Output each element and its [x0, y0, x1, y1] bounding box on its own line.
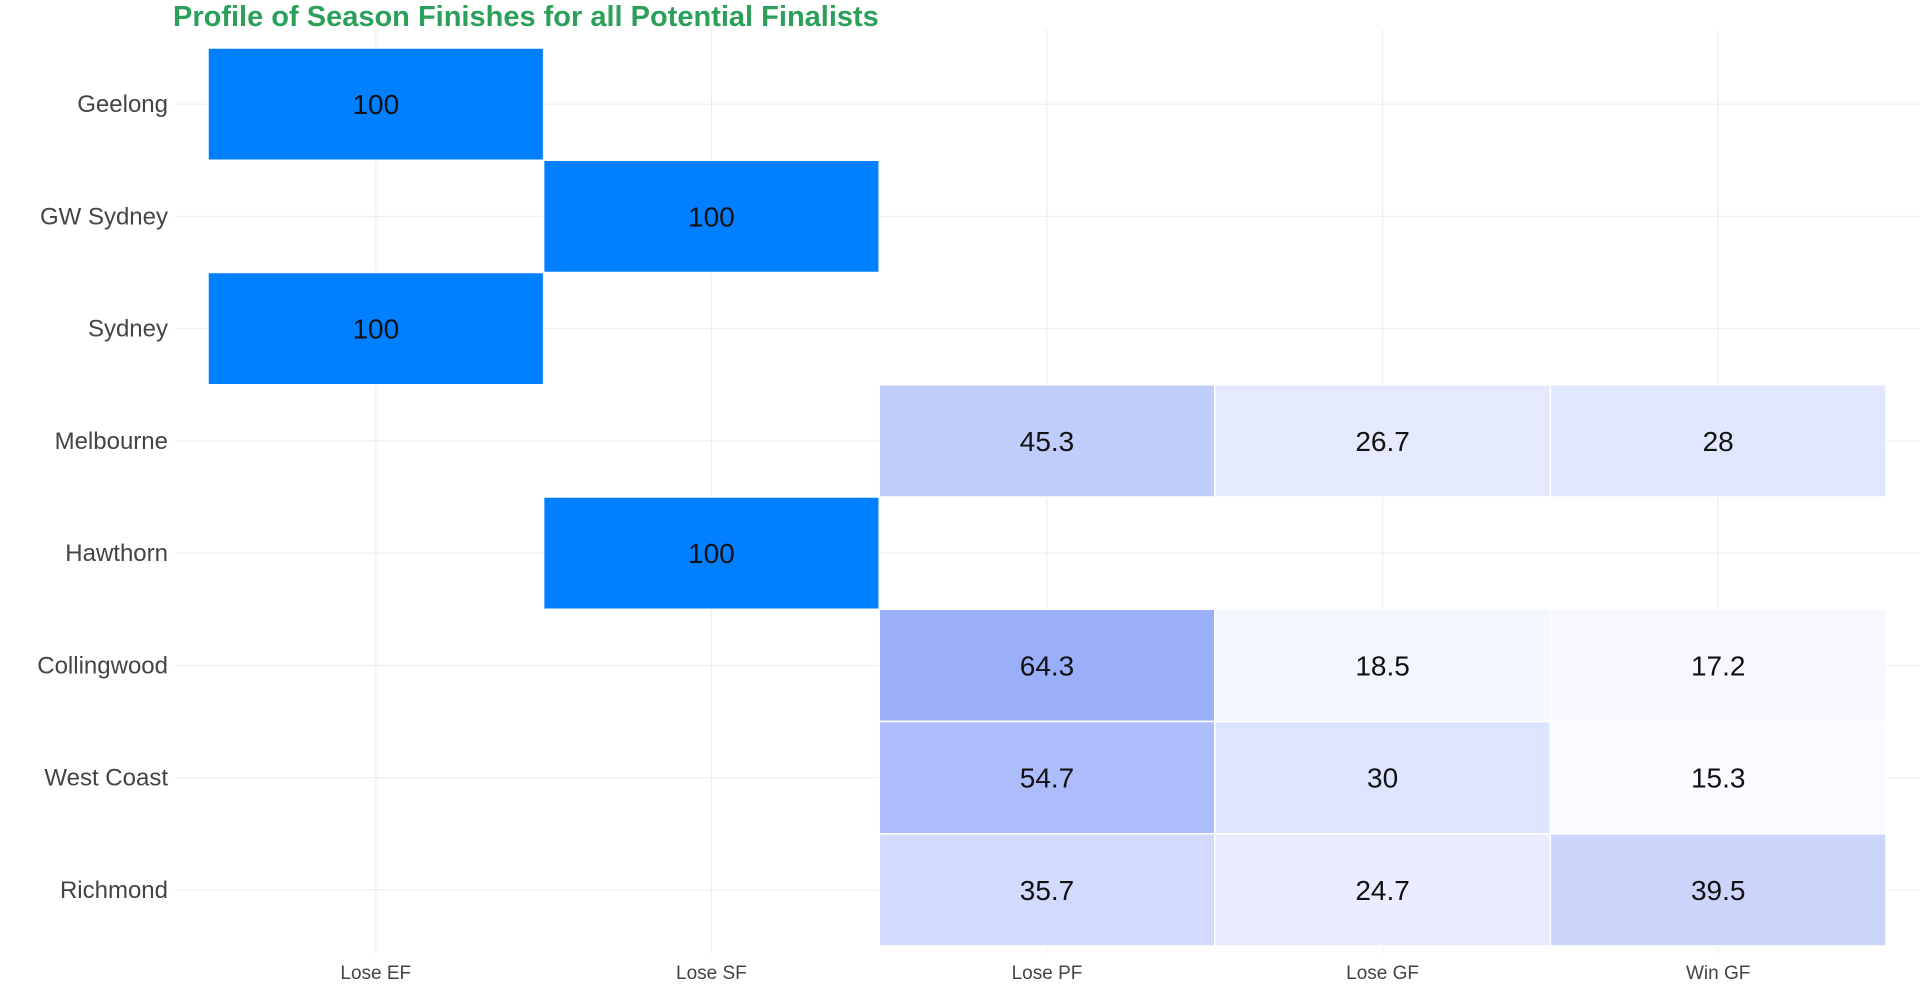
heatmap-cell-richmond-lose-gf — [1214, 833, 1552, 947]
heatmap-cell-richmond-lose-pf — [878, 833, 1216, 947]
y-tick-label-gw-sydney: GW Sydney — [40, 203, 168, 230]
heatmap-cell-geelong-lose-ef — [207, 47, 545, 161]
cell-value-label-geelong-lose-ef: 100 — [352, 89, 399, 120]
x-tick-label-lose-sf: Lose SF — [676, 963, 747, 984]
heatmap-cell-west-coast-lose-gf — [1214, 720, 1552, 835]
x-tick-label-lose-ef: Lose EF — [340, 963, 411, 984]
cell-value-label-collingwood-lose-pf: 64.3 — [1020, 650, 1075, 681]
heatmap-cell-sydney-lose-ef — [207, 271, 545, 386]
y-axis: Geelong GW Sydney Sydney Melbourne Hawthorn C… — [37, 91, 168, 904]
heatmap-cell-collingwood-win-gf — [1549, 608, 1887, 723]
y-tick-label-hawthorn: Hawthorn — [65, 540, 168, 567]
y-tick-label-west-coast: West Coast — [44, 765, 168, 792]
cell-value-label-west-coast-win-gf: 15.3 — [1691, 763, 1746, 794]
heatmap-cell-melbourne-win-gf — [1549, 384, 1887, 498]
heatmap-cell-collingwood-lose-gf — [1214, 608, 1552, 723]
y-tick-label-melbourne: Melbourne — [55, 428, 168, 455]
heatmap-cell-gw-sydney-lose-sf — [542, 159, 880, 274]
y-tick-label-richmond: Richmond — [60, 877, 168, 904]
heatmap-cell-melbourne-lose-gf — [1214, 384, 1552, 498]
cell-value-label-richmond-win-gf: 39.5 — [1691, 875, 1746, 906]
cell-labels: 100 100 100 45.3 26.7 28 100 64.3 18.5 17.2 54.7 30… — [352, 89, 1745, 906]
x-axis: Lose EF Lose SF Lose PF Lose GF Win GF — [340, 963, 1750, 984]
cell-value-label-gw-sydney-lose-sf: 100 — [688, 201, 735, 232]
y-tick-label-collingwood: Collingwood — [37, 652, 168, 679]
cell-value-label-richmond-lose-gf: 24.7 — [1355, 875, 1410, 906]
cell-value-label-melbourne-win-gf: 28 — [1703, 426, 1734, 457]
x-tick-label-lose-pf: Lose PF — [1012, 963, 1083, 984]
cell-value-label-west-coast-lose-gf: 30 — [1367, 763, 1398, 794]
cell-value-label-melbourne-lose-pf: 45.3 — [1020, 426, 1075, 457]
y-tick-label-geelong: Geelong — [77, 91, 168, 118]
heatmap-cells — [207, 47, 1887, 947]
cell-value-label-richmond-lose-pf: 35.7 — [1020, 875, 1075, 906]
heatmap-cell-west-coast-win-gf — [1549, 720, 1887, 835]
heatmap-cell-melbourne-lose-pf — [878, 384, 1216, 498]
heatmap-cell-west-coast-lose-pf — [878, 720, 1216, 835]
cell-value-label-melbourne-lose-gf: 26.7 — [1355, 426, 1410, 457]
cell-value-label-collingwood-lose-gf: 18.5 — [1355, 650, 1410, 681]
heatmap-cell-hawthorn-lose-sf — [542, 496, 880, 610]
cell-value-label-west-coast-lose-pf: 54.7 — [1020, 763, 1075, 794]
y-tick-label-sydney: Sydney — [88, 316, 168, 343]
cell-value-label-collingwood-win-gf: 17.2 — [1691, 650, 1746, 681]
cell-value-label-sydney-lose-ef: 100 — [352, 314, 399, 345]
heatmap-cell-richmond-win-gf — [1549, 833, 1887, 947]
x-tick-label-win-gf: Win GF — [1686, 963, 1750, 984]
chart-title: Profile of Season Finishes for all Poten… — [173, 1, 879, 33]
cell-value-label-hawthorn-lose-sf: 100 — [688, 538, 735, 569]
x-tick-label-lose-gf: Lose GF — [1346, 963, 1419, 984]
